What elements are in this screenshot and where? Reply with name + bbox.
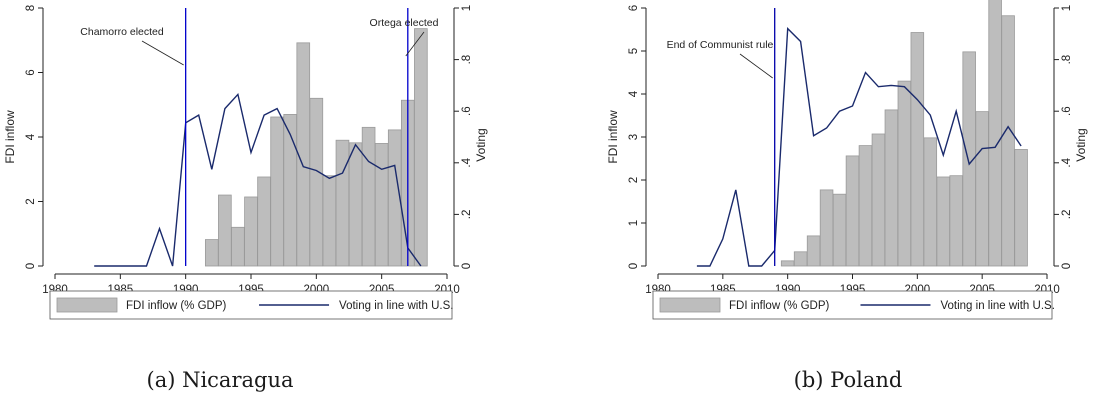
fdi-bar [218, 194, 232, 267]
y-tick-label: 4 [25, 133, 37, 140]
y-tick-label: 3 [628, 134, 640, 140]
fdi-bar [897, 80, 912, 267]
y-tick-label: 2 [25, 198, 37, 204]
panel-caption: (b) Poland [794, 368, 903, 392]
fdi-bar [832, 193, 847, 267]
y2-tick-label: 0 [461, 263, 473, 269]
fdi-bar [257, 176, 271, 267]
y2-tick-label: 1 [1061, 5, 1073, 11]
fdi-bar [231, 226, 245, 267]
fdi-bar [1014, 149, 1028, 267]
voting-line [94, 92, 422, 267]
fdi-bar [374, 143, 389, 267]
y2-tick-label: .8 [461, 55, 473, 65]
y-axis-label: FDI inflow [606, 110, 620, 164]
fdi-bar [910, 32, 925, 267]
legend-swatch-bar [659, 297, 721, 313]
chart-panel: Chamorro elected Ortega elected 0 2 4 6 8 FDI i… [3, 5, 488, 392]
fdi-bar [845, 155, 860, 267]
legend-swatch-bar [56, 297, 118, 313]
fdi-bar [283, 114, 298, 267]
y2-tick-label: .2 [1061, 210, 1073, 220]
event-leader [739, 53, 773, 79]
fdi-bar [871, 133, 886, 267]
fdi-bar [204, 239, 219, 267]
y-tick-label: 0 [25, 263, 37, 269]
legend-label: FDI inflow (% GDP) [729, 300, 829, 312]
fdi-bar [1001, 15, 1015, 267]
y-tick-label: 1 [628, 220, 640, 226]
y-tick-label: 5 [628, 48, 640, 54]
y2-tick-label: .2 [461, 210, 473, 220]
event-label: End of Communist rule [667, 39, 774, 51]
fdi-bar [335, 139, 350, 267]
fdi-bar [270, 116, 284, 267]
y2-axis-label: Voting [474, 128, 488, 161]
fdi-bar [936, 176, 951, 267]
fdi-bar [884, 109, 899, 267]
y-tick-label: 8 [25, 5, 37, 11]
y-tick-label: 4 [628, 90, 640, 97]
legend-label: FDI inflow (% GDP) [126, 300, 226, 312]
fdi-bar [361, 126, 376, 267]
y-tick-label: 6 [628, 5, 640, 11]
fdi-bar [780, 260, 795, 267]
fdi-bar [309, 97, 324, 267]
event-leader [405, 31, 425, 57]
fdi-bar [793, 251, 808, 267]
panel-caption: (a) Nicaragua [147, 368, 294, 392]
y2-tick-label: .8 [1061, 55, 1073, 65]
voting-line [696, 27, 1022, 267]
fdi-bar [858, 145, 873, 267]
fdi-bar [806, 235, 821, 267]
fdi-bar [244, 196, 258, 267]
fdi-bar [923, 137, 938, 267]
y-tick-label: 2 [628, 177, 640, 183]
fdi-bar [348, 142, 363, 267]
event-label: Chamorro elected [80, 26, 164, 38]
y2-tick-label: .4 [1061, 157, 1073, 167]
fdi-bar [322, 175, 337, 267]
event-label: Ortega elected [370, 17, 439, 29]
y2-tick-label: .4 [461, 157, 473, 167]
y-tick-label: 6 [25, 69, 37, 75]
fdi-bar [975, 111, 989, 267]
fdi-bar [819, 189, 834, 267]
y2-tick-label: 1 [461, 5, 473, 11]
fdi-bar [414, 28, 428, 267]
y2-tick-label: .6 [461, 106, 473, 116]
legend-label: Voting in line with U.S. [339, 300, 453, 312]
y-tick-label: 0 [628, 263, 640, 269]
y2-axis-label: Voting [1074, 128, 1088, 161]
legend-label: Voting in line with U.S. [940, 300, 1054, 312]
y-axis-label: FDI inflow [3, 110, 17, 164]
chart-panel: End of Communist rule 0 1 2 3 4 5 6 FDI inflow 0.… [606, 0, 1088, 392]
y2-tick-label: .6 [1061, 106, 1073, 116]
fdi-bar [949, 175, 963, 267]
fdi-bar [988, 0, 1002, 267]
y2-tick-label: 0 [1061, 263, 1073, 269]
event-leader [141, 40, 184, 66]
